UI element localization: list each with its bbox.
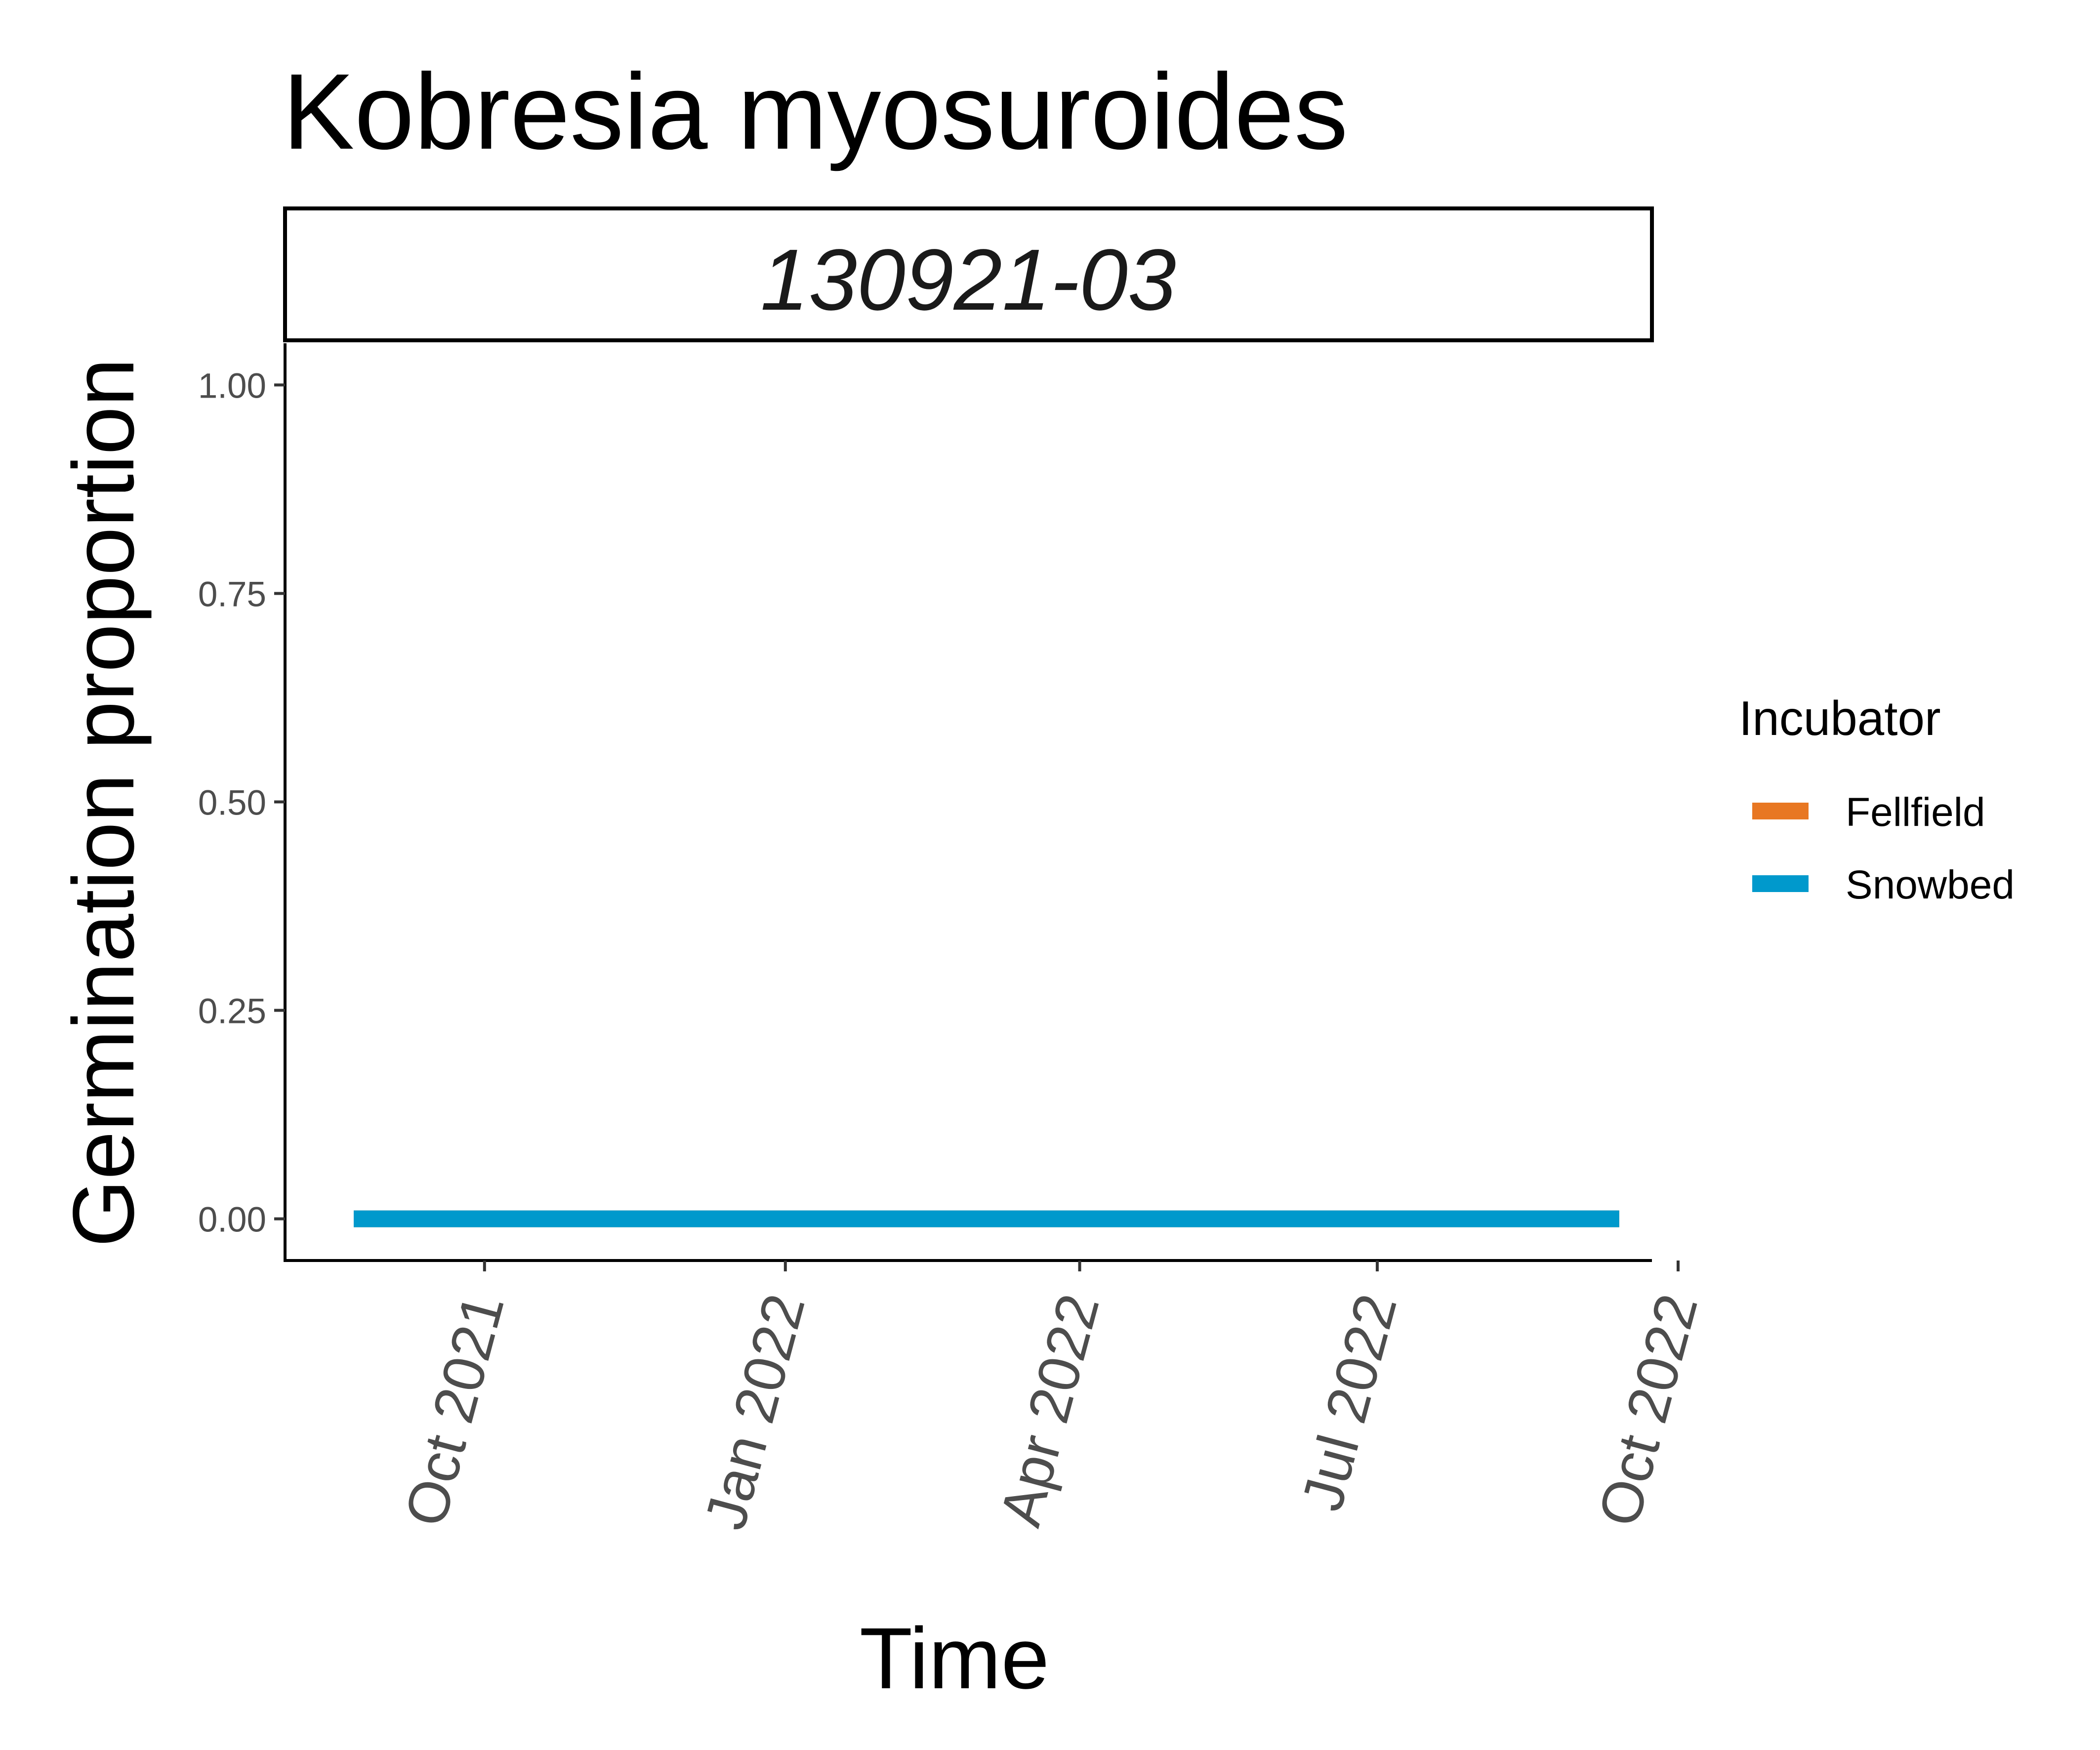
legend-label-fellfield: Fellfield (1846, 790, 1985, 835)
x-tick-label: Jul 2022 (1289, 1288, 1409, 1517)
x-tick-label: Oct 2022 (1586, 1288, 1710, 1533)
legend: Incubator Fellfield Snowbed (1739, 691, 2015, 907)
y-tick-label: 0.75 (198, 575, 266, 614)
y-tick-label: 1.00 (198, 366, 266, 406)
y-tick-label: 0.25 (198, 992, 266, 1031)
chart-title: Kobresia myosuroides (283, 52, 1348, 172)
y-tick-label: 0.50 (198, 784, 266, 823)
legend-entries: Fellfield Snowbed (1752, 790, 2015, 907)
y-tick-label: 0.00 (198, 1201, 266, 1240)
x-tick-label: Apr 2022 (988, 1288, 1112, 1533)
x-axis-ticks: Oct 2021 Jan 2022 Apr 2022 Jul 2022 Oct 2022 (392, 1261, 1710, 1536)
y-axis-title: Germination proportion (55, 358, 152, 1247)
facet-strip-label: 130921-03 (760, 232, 1176, 328)
y-axis-ticks: 0.00 0.25 0.50 0.75 1.00 (198, 366, 285, 1240)
x-tick-label: Jan 2022 (693, 1288, 818, 1536)
x-tick-label: Oct 2021 (392, 1288, 516, 1533)
x-axis-title: Time (860, 1610, 1050, 1707)
legend-title: Incubator (1739, 691, 1941, 745)
facet-strip (283, 206, 1654, 342)
legend-label-snowbed: Snowbed (1846, 862, 2015, 907)
